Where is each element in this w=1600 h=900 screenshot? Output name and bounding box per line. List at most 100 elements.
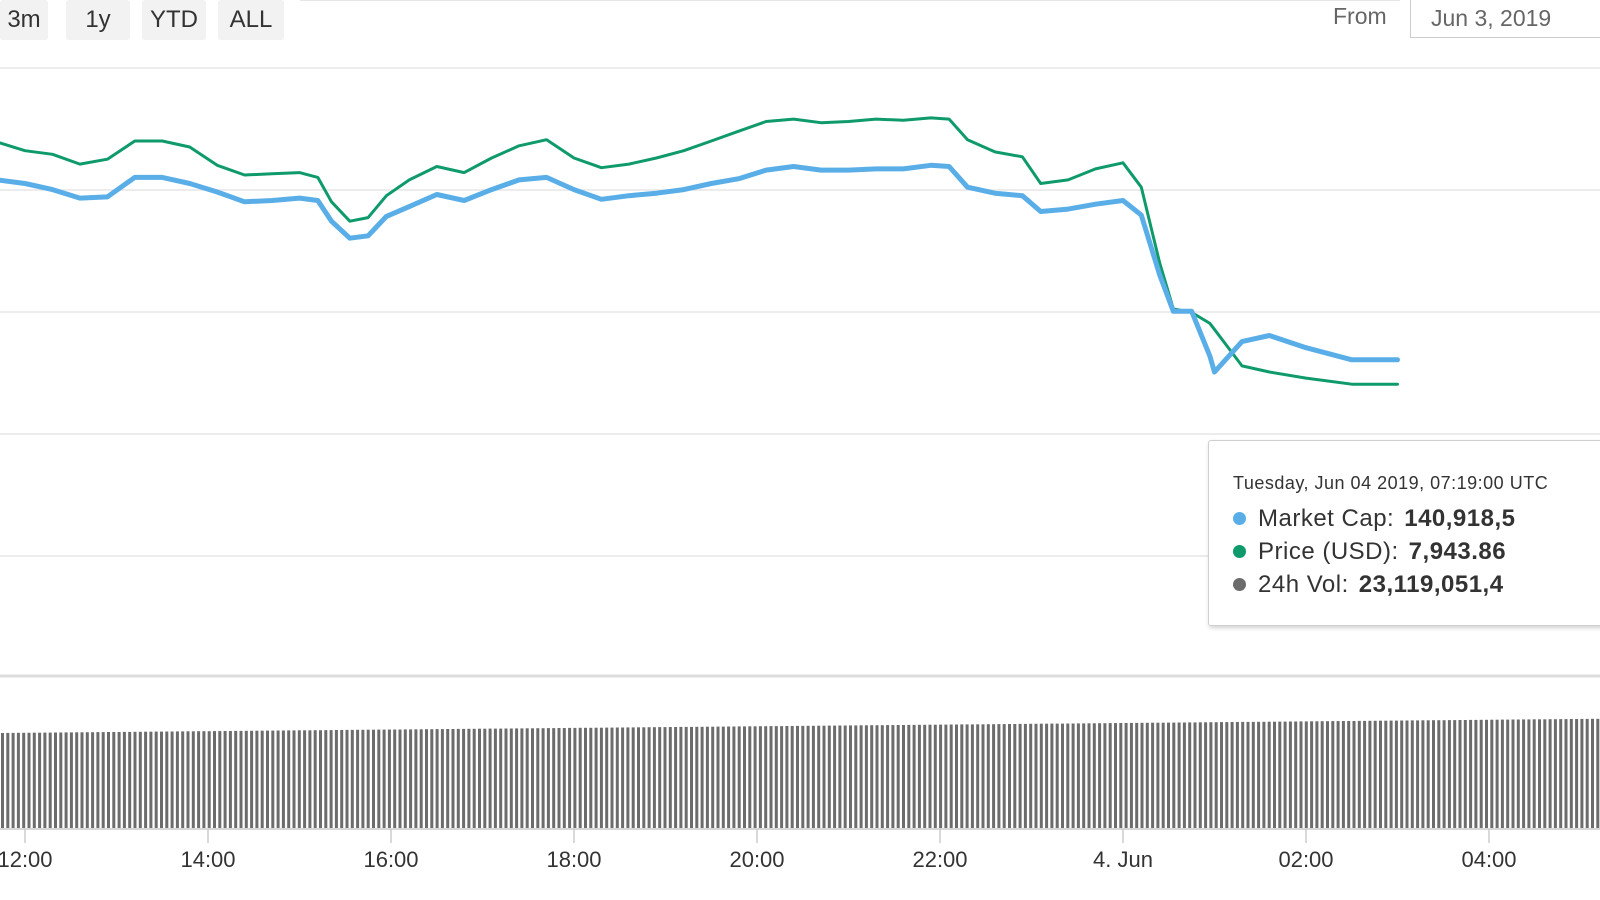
volume-bar — [1527, 719, 1531, 828]
volume-bar — [891, 725, 895, 828]
volume-bar — [637, 727, 640, 828]
volume-bar — [562, 728, 566, 828]
volume-bar — [1002, 724, 1006, 828]
volume-bar — [138, 731, 142, 828]
volume-bar — [626, 727, 630, 828]
volume-bar — [1416, 720, 1420, 828]
volume-bar — [568, 727, 572, 828]
volume-bar — [515, 728, 519, 828]
volume-bar — [1193, 722, 1197, 828]
volume-bar — [700, 726, 704, 828]
volume-bar — [552, 728, 556, 828]
volume-bar — [594, 727, 598, 828]
tooltip-label-market-cap: Market Cap: — [1258, 504, 1395, 532]
volume-bar — [796, 725, 799, 828]
tooltip-row-price: Price (USD): 7,943.86 — [1233, 535, 1600, 568]
volume-bar — [1225, 722, 1229, 828]
volume-bar — [1437, 720, 1441, 828]
volume-bar — [488, 728, 492, 828]
volume-bar — [345, 729, 349, 828]
volume-bar — [1288, 721, 1292, 828]
volume-bar — [1569, 719, 1573, 828]
volume-bar — [711, 726, 715, 828]
range-all-button[interactable]: ALL — [218, 0, 284, 40]
volume-bar — [1352, 721, 1356, 828]
volume-bar — [430, 729, 434, 828]
volume-bar — [170, 731, 174, 828]
volume-bar — [1204, 722, 1208, 828]
volume-bar — [1119, 723, 1123, 828]
volume-bar — [1522, 719, 1526, 828]
range-ytd-button[interactable]: YTD — [142, 0, 206, 40]
volume-bar — [769, 726, 773, 828]
volume-bar — [674, 727, 678, 828]
volume-bar — [1580, 718, 1584, 828]
range-3m-button[interactable]: 3m — [0, 0, 48, 40]
volume-bar — [175, 731, 179, 828]
volume-bars — [1, 718, 1600, 828]
volume-bar — [854, 725, 858, 828]
volume-bar — [1182, 722, 1186, 828]
market-cap-dot-icon — [1233, 512, 1246, 525]
volume-bar — [1241, 721, 1245, 828]
volume-bar — [658, 727, 662, 828]
volume-bar — [1559, 719, 1563, 828]
volume-bar — [1246, 721, 1250, 828]
volume-bar — [917, 724, 921, 828]
volume-bar — [387, 729, 391, 828]
volume-bar — [234, 730, 238, 828]
volume-bar — [1029, 723, 1033, 828]
volume-bar — [1273, 721, 1276, 828]
volume-bar — [1034, 723, 1038, 828]
volume-bar — [1485, 719, 1488, 828]
tooltip-row-market-cap: Market Cap: 140,918,5 — [1233, 502, 1600, 535]
volume-bar — [1336, 721, 1340, 828]
volume-bar — [960, 724, 964, 828]
tooltip-value-volume: 23,119,051,4 — [1358, 570, 1504, 598]
volume-bar — [721, 726, 725, 828]
volume-bar — [366, 729, 370, 828]
volume-bar — [870, 725, 874, 828]
volume-bar — [1389, 720, 1393, 828]
volume-bar — [1124, 723, 1128, 828]
volume-bar — [75, 732, 79, 828]
volume-bar — [1315, 721, 1319, 828]
range-1y-button[interactable]: 1y — [66, 0, 130, 40]
volume-bar — [112, 732, 116, 828]
volume-bar — [785, 726, 789, 828]
volume-bar — [1167, 722, 1170, 828]
volume-bar — [679, 726, 683, 828]
from-date-input[interactable] — [1410, 0, 1600, 38]
volume-bar — [1050, 723, 1054, 828]
volume-bar — [827, 725, 831, 828]
volume-bar — [1151, 722, 1155, 828]
volume-bar — [303, 730, 307, 828]
volume-bar — [1220, 722, 1223, 828]
volume-bar — [160, 731, 163, 828]
volume-bar — [340, 730, 344, 828]
x-tick-label: 20:00 — [729, 847, 784, 872]
volume-bar — [1262, 721, 1266, 828]
volume-bar — [1, 733, 4, 828]
volume-bar — [38, 732, 42, 828]
volume-bar — [668, 727, 672, 828]
volume-bar — [1363, 720, 1367, 828]
volume-bar — [96, 732, 100, 828]
volume-bar — [743, 726, 746, 828]
volume-bar — [599, 727, 603, 828]
volume-bar — [1405, 720, 1409, 828]
volume-bar — [1591, 718, 1594, 828]
tooltip-value-market-cap: 140,918,5 — [1404, 504, 1516, 532]
volume-bar — [419, 729, 423, 828]
volume-bar — [16, 732, 20, 828]
volume-bar — [546, 728, 550, 828]
volume-bar — [43, 732, 47, 828]
volume-bar — [403, 729, 407, 828]
volume-bar — [939, 724, 943, 828]
volume-bar — [435, 729, 439, 828]
volume-bar — [255, 730, 259, 828]
volume-bar — [1108, 723, 1112, 828]
volume-bar — [912, 724, 916, 828]
volume-bar — [578, 727, 582, 828]
x-tick-label: 04:00 — [1461, 847, 1516, 872]
